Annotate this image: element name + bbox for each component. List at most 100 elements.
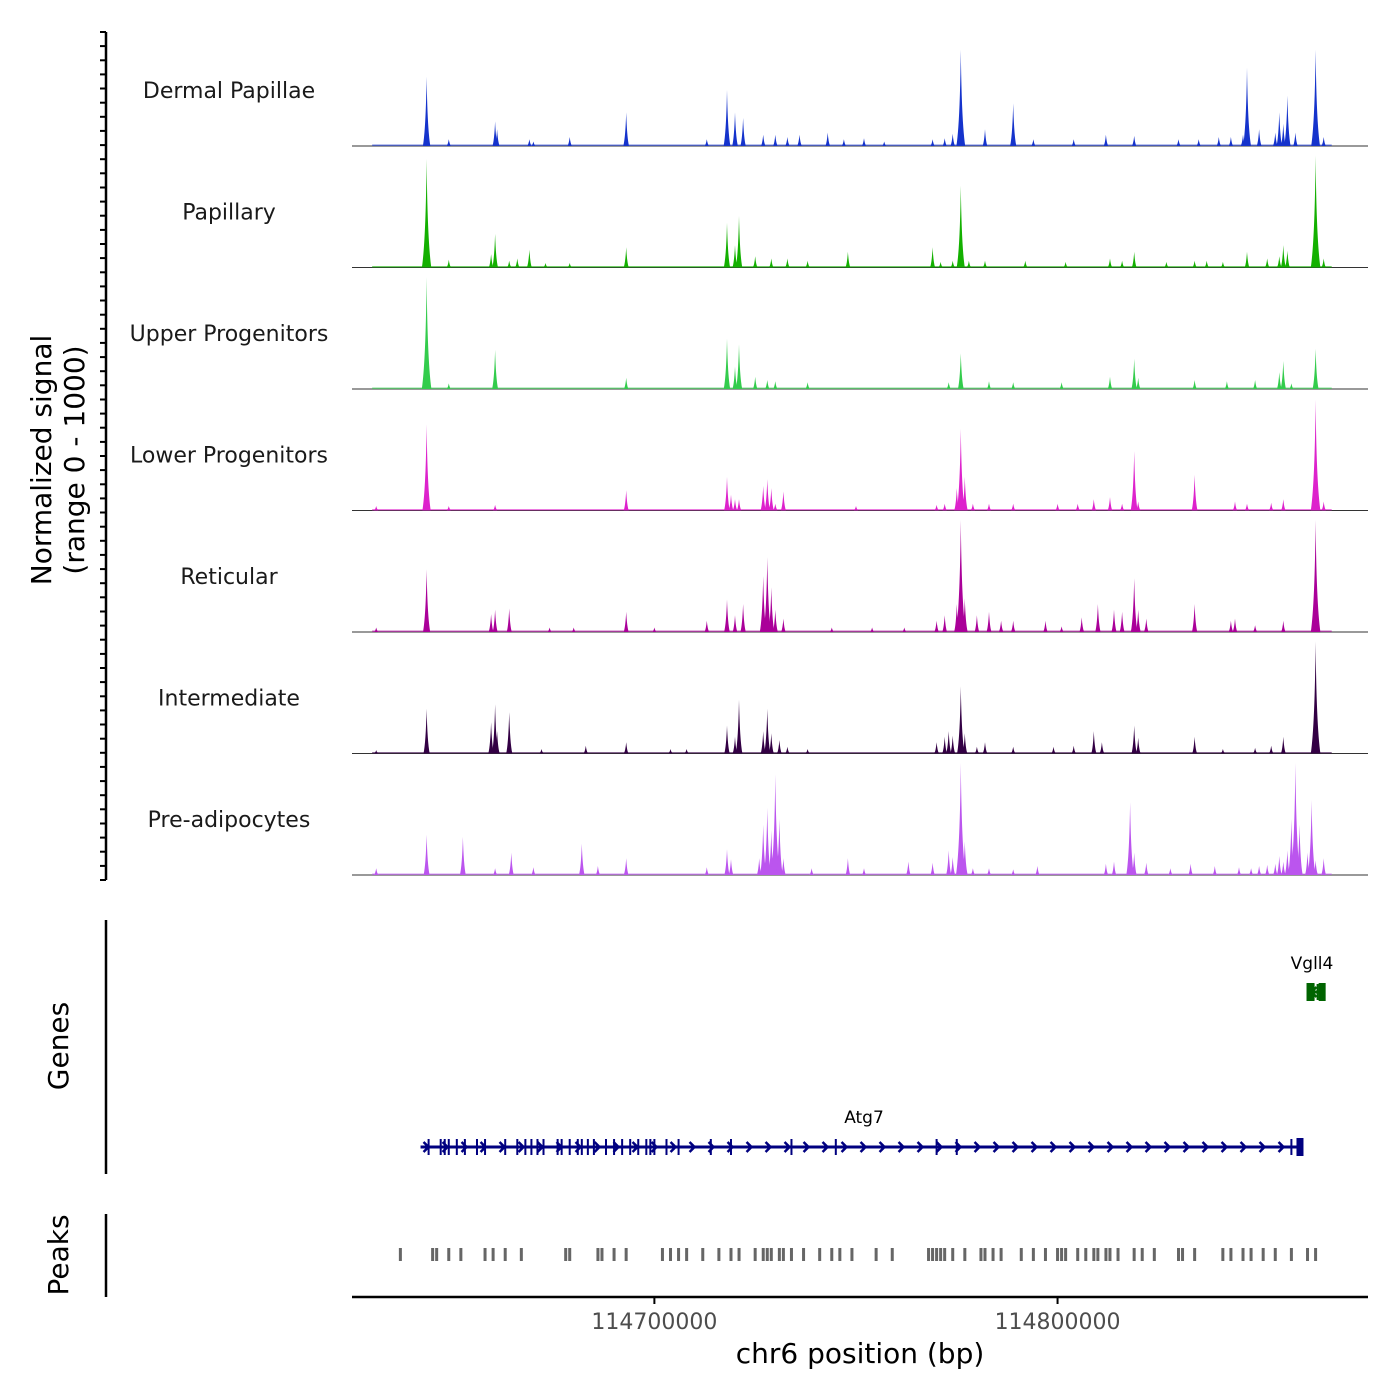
peak-mark <box>1092 1248 1096 1261</box>
peak-mark <box>1140 1248 1144 1261</box>
strand-arrow <box>1220 1141 1229 1153</box>
peak-mark <box>838 1248 842 1261</box>
signal-peak <box>531 867 536 875</box>
signal-peak <box>1280 736 1286 754</box>
peak-mark <box>568 1248 572 1261</box>
peak-mark <box>737 1248 741 1261</box>
x-axis: 114700000 114800000 chr6 position (bp) <box>352 1295 1368 1370</box>
signal-peak <box>938 261 943 268</box>
signal-peak <box>861 138 867 146</box>
peak-mark <box>850 1248 854 1261</box>
peak-mark <box>491 1248 495 1261</box>
signal-peak <box>1276 856 1282 875</box>
signal-peak <box>446 139 451 146</box>
signal-peak <box>1216 137 1221 146</box>
signal-peak <box>1277 256 1282 268</box>
signal-peak <box>765 380 770 389</box>
signal-peak <box>1103 134 1109 146</box>
peak-mark <box>802 1248 806 1261</box>
exon <box>542 1139 545 1155</box>
exon <box>955 1139 958 1155</box>
signal-peak <box>1290 763 1301 875</box>
signal-peak <box>374 750 379 754</box>
exon <box>463 1139 466 1155</box>
signal-peak <box>623 742 629 754</box>
signal-peak <box>494 731 500 754</box>
signal-peak <box>777 740 782 754</box>
peak-mark <box>685 1248 689 1261</box>
peaks-panel: Peaks <box>42 1214 1318 1297</box>
signal-peak <box>962 598 968 632</box>
peak-mark <box>781 1248 785 1261</box>
signal-peak <box>1091 731 1097 754</box>
signal-peak <box>1107 376 1113 389</box>
signal-peak <box>1131 251 1137 268</box>
peak-mark <box>701 1248 705 1261</box>
signal-peak <box>1192 260 1197 268</box>
signal-peak <box>724 476 730 511</box>
signal-peak <box>768 733 774 754</box>
peak-mark <box>435 1248 439 1261</box>
peak-mark <box>1104 1248 1108 1261</box>
strand-arrow <box>1106 1141 1115 1153</box>
signal-floor <box>372 752 1332 754</box>
peak-mark <box>1076 1248 1080 1261</box>
signal-peak <box>374 868 379 875</box>
strand-arrow <box>764 1141 773 1153</box>
signal-peak <box>768 488 774 511</box>
signal-peak <box>982 742 988 754</box>
signal-peak <box>759 576 767 632</box>
signal-peak <box>773 134 778 146</box>
signal-peak <box>1010 103 1017 146</box>
signal-peak <box>986 611 992 632</box>
signal-peak <box>1143 862 1149 875</box>
signal-peak <box>785 258 790 268</box>
peak-mark <box>459 1248 463 1261</box>
signal-peak <box>1272 132 1278 146</box>
peak-mark <box>931 1248 935 1261</box>
signal-peak <box>1256 866 1262 875</box>
track-label-pre-adipocytes: Pre-adipocytes <box>148 808 311 833</box>
signal-peak <box>1176 139 1181 146</box>
signal-peak <box>962 733 968 754</box>
exon <box>568 1139 571 1155</box>
signal-peak <box>776 819 783 875</box>
exon <box>637 1139 640 1155</box>
signal-peak <box>1212 866 1217 875</box>
x-tick-label: 114800000 <box>995 1310 1121 1335</box>
signal-peak <box>1071 745 1076 754</box>
signal-peak <box>736 499 742 511</box>
signal-peak <box>740 118 746 146</box>
exon <box>1290 1139 1293 1155</box>
strand-arrow <box>783 1141 792 1153</box>
strand-arrow <box>859 1141 868 1153</box>
signal-peak <box>422 76 431 146</box>
signal-peak <box>493 868 498 875</box>
strand-arrow <box>802 1141 811 1153</box>
signal-peak <box>1071 139 1076 146</box>
exon <box>649 1139 652 1155</box>
strand-arrow <box>973 1141 982 1153</box>
signal-peak <box>1111 609 1117 632</box>
signal-peak <box>942 736 948 754</box>
peak-mark <box>596 1248 600 1261</box>
signal-peak <box>724 725 730 754</box>
signal-peak <box>1055 503 1060 511</box>
signal-peak <box>423 708 430 754</box>
signal-peak <box>1119 260 1125 268</box>
signal-peak <box>1119 503 1125 511</box>
signal-peak <box>1256 129 1262 146</box>
strand-arrow <box>1163 1141 1172 1153</box>
signal-peak <box>723 338 731 389</box>
peak-mark <box>777 1248 781 1261</box>
strand-arrow <box>1239 1141 1248 1153</box>
signal-peak <box>526 249 532 268</box>
signal-peak <box>1031 139 1036 146</box>
peak-mark <box>447 1248 451 1261</box>
signal-peak <box>1311 49 1320 147</box>
signal-peak <box>829 627 834 632</box>
peak-mark <box>1177 1248 1181 1261</box>
signal-peak <box>531 141 536 146</box>
signal-peak <box>1091 499 1097 511</box>
signal-peak <box>1321 258 1326 268</box>
